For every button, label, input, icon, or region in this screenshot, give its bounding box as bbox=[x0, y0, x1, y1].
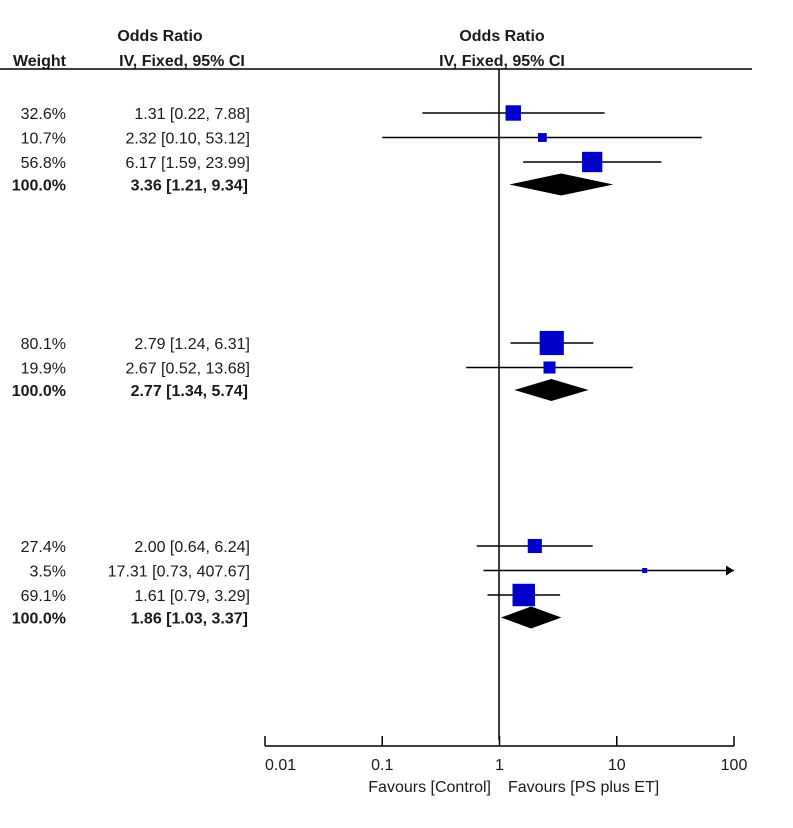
study-point-estimate bbox=[537, 133, 547, 142]
x-tick-label: 0.01 bbox=[265, 757, 296, 774]
study-point-estimate bbox=[505, 105, 521, 121]
x-tick-label: 10 bbox=[608, 757, 626, 774]
subtotal-odds-ratio-ci: 2.77 [1.34, 5.74] bbox=[131, 383, 248, 400]
study-odds-ratio-ci: 1.31 [0.22, 7.88] bbox=[134, 106, 250, 123]
x-tick-label: 100 bbox=[721, 757, 748, 774]
study-odds-ratio-ci: 2.32 [0.10, 53.12] bbox=[125, 131, 250, 148]
subtotal-weight: 100.0% bbox=[12, 611, 66, 628]
study-odds-ratio-ci: 6.17 [1.59, 23.99] bbox=[125, 155, 250, 172]
weight-column-header: Weight bbox=[13, 53, 67, 70]
study-odds-ratio-ci: 2.67 [0.52, 13.68] bbox=[125, 361, 250, 378]
x-tick-label: 0.1 bbox=[371, 757, 393, 774]
subtotal-odds-ratio-ci: 3.36 [1.21, 9.34] bbox=[131, 178, 248, 195]
study-odds-ratio-ci: 2.79 [1.24, 6.31] bbox=[134, 336, 250, 353]
favours-treatment-label: Favours [PS plus ET] bbox=[508, 779, 659, 796]
study-weight: 69.1% bbox=[21, 588, 66, 605]
study-point-estimate bbox=[512, 583, 535, 607]
study-point-estimate bbox=[543, 361, 556, 374]
study-point-estimate bbox=[642, 567, 648, 574]
study-weight: 27.4% bbox=[21, 539, 66, 556]
study-weight: 32.6% bbox=[21, 106, 66, 123]
study-weight: 3.5% bbox=[30, 564, 66, 581]
favours-control-label: Favours [Control] bbox=[368, 779, 491, 796]
study-point-estimate bbox=[527, 538, 542, 554]
study-odds-ratio-ci: 2.00 [0.64, 6.24] bbox=[134, 539, 250, 556]
pooled-estimate-diamond bbox=[501, 606, 562, 629]
subtotal-weight: 100.0% bbox=[12, 383, 66, 400]
plot-column-header-line1: Odds Ratio bbox=[459, 28, 545, 45]
study-rows: 32.6% 1.31 [0.22, 7.88] 10.7% 2.32 [0.10, 5… bbox=[12, 105, 734, 629]
x-axis: 0.01 0.1 1 10 100 bbox=[264, 736, 748, 774]
pooled-estimate-diamond bbox=[514, 379, 589, 401]
study-weight: 56.8% bbox=[21, 155, 66, 172]
study-point-estimate bbox=[581, 151, 603, 173]
plot-column-header-line2: IV, Fixed, 95% CI bbox=[439, 53, 565, 70]
study-weight: 80.1% bbox=[21, 336, 66, 353]
pooled-estimate-diamond bbox=[509, 173, 614, 196]
study-weight: 19.9% bbox=[21, 361, 66, 378]
study-weight: 10.7% bbox=[21, 131, 66, 148]
subtotal-odds-ratio-ci: 1.86 [1.03, 3.37] bbox=[131, 611, 248, 628]
subtotal-weight: 100.0% bbox=[12, 178, 66, 195]
or-column-header-line1: Odds Ratio bbox=[117, 28, 203, 45]
study-odds-ratio-ci: 1.61 [0.79, 3.29] bbox=[134, 588, 250, 605]
x-tick-label: 1 bbox=[495, 757, 504, 774]
study-point-estimate bbox=[539, 330, 564, 356]
ci-arrow bbox=[726, 565, 734, 576]
or-column-header-line2: IV, Fixed, 95% CI bbox=[119, 53, 245, 70]
study-odds-ratio-ci: 17.31 [0.73, 407.67] bbox=[108, 564, 250, 581]
